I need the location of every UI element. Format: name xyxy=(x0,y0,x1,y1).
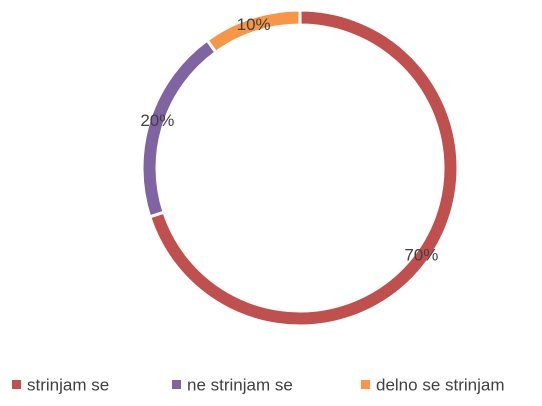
data-label: 10% xyxy=(237,15,271,34)
data-label: 20% xyxy=(140,111,174,130)
legend-label: strinjam se xyxy=(27,375,109,394)
data-label: 70% xyxy=(404,246,438,265)
legend-swatch xyxy=(361,380,370,389)
legend-label: delno se strinjam xyxy=(376,375,505,394)
legend-swatch xyxy=(172,380,181,389)
legend-label: ne strinjam se xyxy=(187,375,293,394)
donut-segment xyxy=(205,8,302,55)
legend-swatch xyxy=(12,380,21,389)
